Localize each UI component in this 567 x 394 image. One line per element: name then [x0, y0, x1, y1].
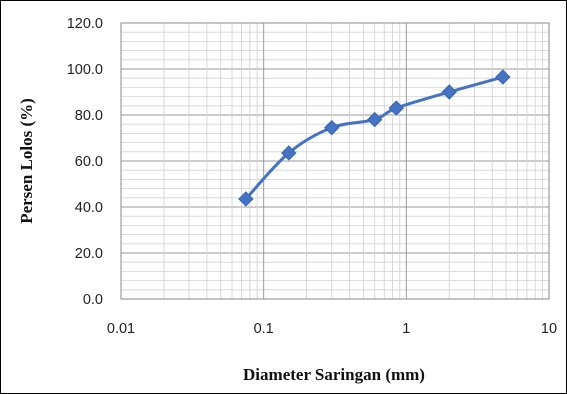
- x-tick-label: 10: [541, 321, 557, 337]
- x-axis-title: Diameter Saringan (mm): [243, 365, 425, 384]
- y-tick-label: 40.0: [75, 200, 103, 216]
- data-point-marker: [388, 100, 404, 116]
- x-tick-label: 0.1: [254, 321, 274, 337]
- data-point-marker: [366, 111, 383, 128]
- data-point-marker: [238, 191, 254, 207]
- y-tick-label: 0.0: [83, 292, 103, 308]
- data-point-marker: [495, 69, 511, 85]
- x-tick-labels: 0.01 0.1 1 10: [107, 321, 557, 337]
- data-point-marker: [324, 119, 340, 136]
- series-markers: [238, 69, 511, 207]
- plot-area-border: [120, 22, 550, 300]
- grid: [120, 22, 549, 300]
- x-tick-label: 0.01: [107, 321, 135, 337]
- data-point-marker: [441, 84, 457, 100]
- y-tick-labels: 0.0 20.0 40.0 60.0 80.0 100.0 120.0: [67, 16, 103, 308]
- y-tick-label: 100.0: [67, 62, 103, 78]
- x-tick-label: 1: [402, 321, 410, 337]
- y-tick-label: 80.0: [75, 108, 103, 124]
- y-tick-label: 120.0: [67, 16, 103, 32]
- y-tick-label: 20.0: [75, 246, 103, 262]
- plot-border: [120, 22, 550, 300]
- y-tick-label: 60.0: [75, 154, 103, 170]
- data-point-marker: [281, 145, 297, 161]
- y-axis-title: Persen Lolos (%): [17, 98, 36, 224]
